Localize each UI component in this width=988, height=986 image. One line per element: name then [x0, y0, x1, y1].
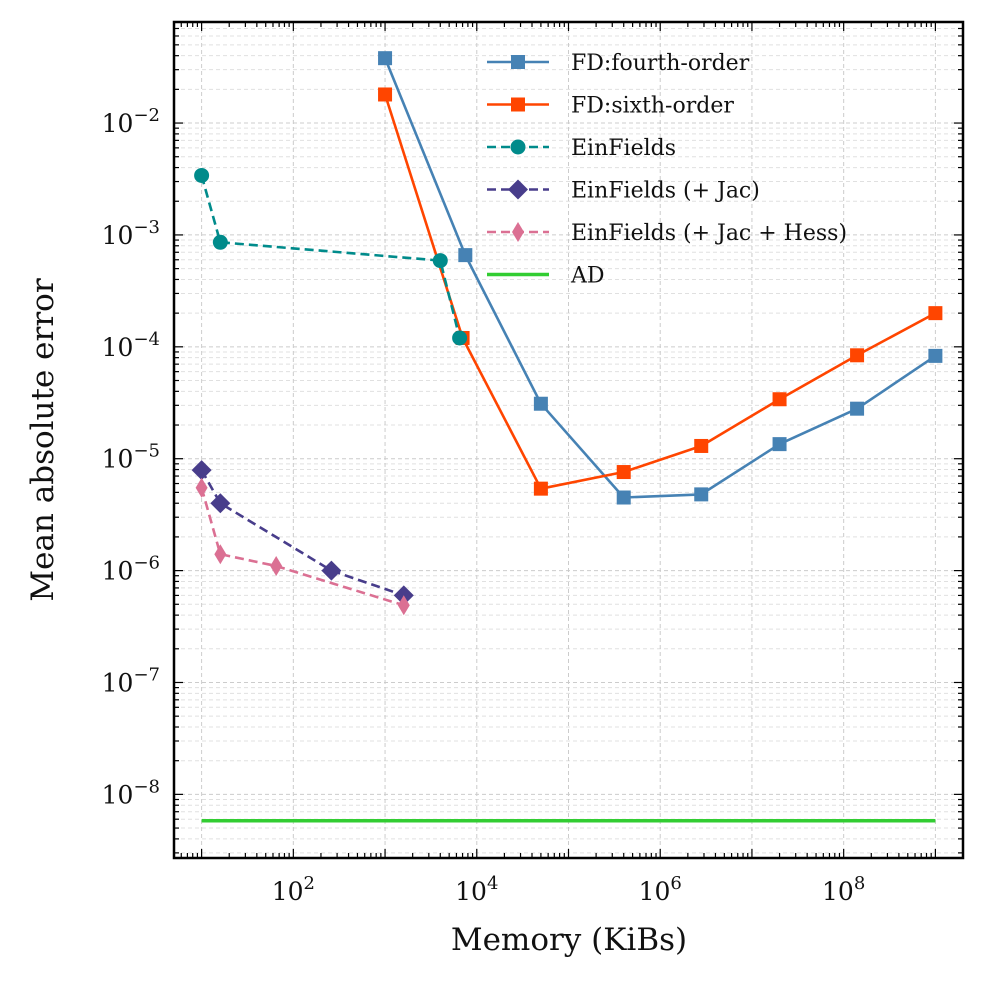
data-point	[195, 477, 208, 498]
axis-ticks: 102 104 106 108 10−2 10−3 10−4 10−5 10−6 10−7 10−8	[102, 21, 964, 906]
data-point	[191, 460, 212, 481]
legend-marker	[512, 222, 524, 242]
data-point	[616, 490, 631, 505]
series-line	[383, 94, 937, 491]
x-tick-label: 104	[455, 873, 498, 906]
legend-label: AD	[570, 264, 605, 289]
data-point	[210, 493, 231, 514]
data-point	[928, 306, 943, 321]
series-line	[383, 57, 937, 499]
legend-marker	[511, 55, 525, 69]
data-point	[194, 167, 210, 183]
y-tick-label: 10−5	[102, 441, 160, 474]
data-point	[694, 438, 709, 453]
y-tick-label: 10−4	[102, 329, 160, 362]
data-point	[772, 437, 787, 452]
series-line	[200, 469, 405, 597]
y-tick-label: 10−2	[102, 105, 160, 138]
legend-entry: EinFields (+ Jac + Hess)	[487, 221, 847, 246]
series-einfields-jac	[191, 460, 414, 606]
data-point	[432, 253, 448, 269]
grid-lines	[174, 21, 963, 858]
data-point	[533, 396, 548, 411]
legend: FD:fourth-order FD:sixth-order EinFields Ei…	[487, 51, 847, 289]
x-tick-label: 108	[822, 873, 865, 906]
data-point	[928, 348, 943, 363]
data-point	[378, 51, 393, 66]
legend-label: EinFields (+ Jac)	[571, 179, 760, 204]
data-point	[214, 544, 227, 565]
legend-entry: AD	[487, 264, 605, 289]
series-line	[200, 175, 461, 339]
data-point	[533, 481, 548, 496]
legend-label: FD:sixth-order	[571, 94, 734, 119]
legend-marker	[508, 179, 528, 200]
y-axis-label: Mean absolute error	[25, 278, 61, 601]
series-einfields	[194, 167, 468, 346]
y-tick-label: 10−7	[102, 664, 160, 697]
data-point	[397, 595, 410, 616]
x-axis-label: Memory (KiBs)	[451, 922, 687, 958]
y-tick-label: 10−6	[102, 553, 160, 586]
series-fd-fourth-order	[378, 51, 943, 505]
series-fd-sixth-order	[378, 87, 943, 496]
legend-marker	[511, 97, 525, 112]
y-tick-label: 10−8	[102, 776, 160, 809]
legend-entry: EinFields	[487, 136, 676, 161]
x-tick-label: 106	[639, 873, 682, 906]
data-point	[850, 348, 865, 363]
data-point	[378, 87, 393, 102]
plot-series	[191, 51, 943, 823]
series-einfields-jac-hess	[195, 477, 410, 616]
series-line	[200, 487, 405, 607]
legend-entry: FD:sixth-order	[487, 94, 734, 119]
legend-entry: EinFields (+ Jac)	[487, 179, 760, 204]
legend-label: EinFields (+ Jac + Hess)	[571, 221, 847, 246]
data-point	[772, 392, 787, 407]
legend-label: FD:fourth-order	[571, 51, 750, 76]
legend-entry: FD:fourth-order	[487, 51, 750, 76]
data-point	[458, 248, 473, 263]
data-point	[270, 555, 283, 576]
legend-label: EinFields	[571, 136, 676, 161]
data-point	[616, 465, 631, 480]
data-point	[850, 401, 865, 416]
x-tick-label: 102	[272, 873, 315, 906]
data-point	[694, 487, 709, 502]
y-tick-label: 10−3	[102, 217, 160, 250]
legend-marker	[510, 139, 526, 155]
data-point	[212, 234, 228, 250]
data-point	[321, 560, 342, 581]
data-point	[452, 330, 468, 346]
